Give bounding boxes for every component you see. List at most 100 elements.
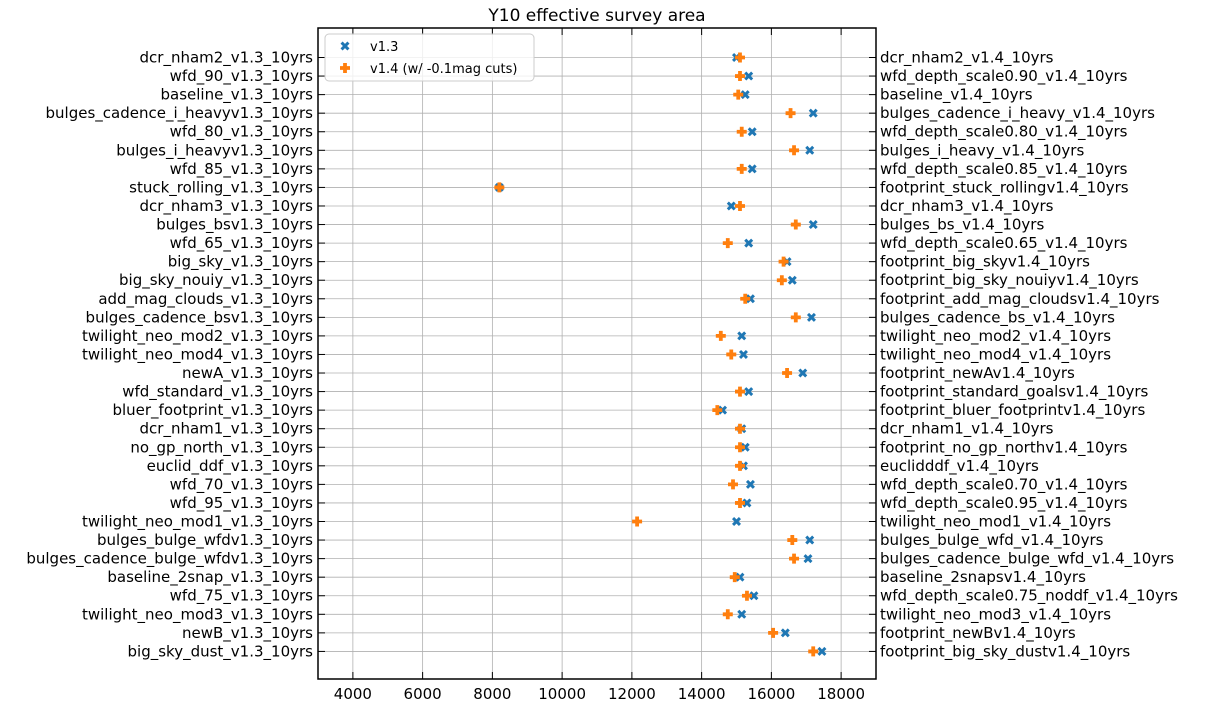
y-label-left: dcr_nham1_v1.3_10yrs [140, 420, 314, 439]
y-label-right: baseline_2snapsv1.4_10yrs [880, 568, 1086, 587]
y-label-left: bulges_cadence_bsv1.3_10yrs [86, 308, 314, 327]
y-label-left: big_sky_nouiy_v1.3_10yrs [119, 271, 313, 290]
y-label-left: wfd_80_v1.3_10yrs [170, 123, 314, 142]
v14-marker [733, 89, 744, 100]
y-label-left: euclid_ddf_v1.3_10yrs [147, 457, 314, 476]
grid-lines [318, 28, 876, 679]
y-label-right: wfd_depth_scale0.80_v1.4_10yrs [880, 123, 1128, 142]
y-label-right: footprint_stuck_rollingv1.4_10yrs [880, 178, 1129, 197]
x-tick-labels: 4000 6000 8000 10000 12000 14000 16000 18000 [334, 685, 865, 703]
y-label-left: bulges_cadence_bulge_wfdv1.3_10yrs [26, 550, 313, 569]
y-label-left: wfd_standard_v1.3_10yrs [122, 383, 313, 402]
y-label-left: baseline_v1.3_10yrs [160, 86, 313, 105]
v14-marker [728, 479, 739, 490]
y-label-left: add_mag_clouds_v1.3_10yrs [98, 290, 313, 309]
y-label-right: footprint_standard_goalsv1.4_10yrs [880, 383, 1149, 402]
legend-label-v14: v1.4 (w/ -0.1mag cuts) [370, 62, 517, 77]
y-label-left: wfd_70_v1.3_10yrs [170, 475, 314, 494]
y-label-left: big_sky_v1.3_10yrs [168, 253, 313, 272]
v14-marker [734, 71, 745, 82]
v14-marker [722, 238, 733, 249]
y-label-right: footprint_no_gp_northv1.4_10yrs [880, 438, 1128, 457]
y-label-right: bulges_cadence_bulge_wfd_v1.4_10yrs [880, 550, 1174, 569]
v14-marker [785, 108, 796, 119]
y-label-left: newB_v1.3_10yrs [182, 624, 313, 643]
v14-marker [494, 182, 505, 193]
v14-marker [736, 163, 747, 174]
y-label-left: twilight_neo_mod3_v1.3_10yrs [82, 605, 313, 624]
v14-marker [776, 275, 787, 286]
x-tick-label: 16000 [748, 685, 796, 703]
y-label-right: bulges_cadence_i_heavy_v1.4_10yrs [880, 104, 1155, 123]
y-label-left: dcr_nham2_v1.3_10yrs [140, 49, 314, 68]
v14-marker [790, 312, 801, 323]
y-label-right: twilight_neo_mod4_v1.4_10yrs [880, 345, 1111, 364]
y-label-left: wfd_85_v1.3_10yrs [170, 160, 314, 179]
y-label-right: footprint_newAv1.4_10yrs [880, 364, 1075, 383]
v14-marker [789, 145, 800, 156]
y-label-left: bulges_i_heavyv1.3_10yrs [116, 141, 313, 160]
v14-marker [734, 200, 745, 211]
y-label-right: wfd_depth_scale0.65_v1.4_10yrs [880, 234, 1128, 253]
v14-marker [726, 349, 737, 360]
y-label-right: twilight_neo_mod3_v1.4_10yrs [880, 605, 1111, 624]
x-tick-label: 8000 [473, 685, 511, 703]
y-label-left: wfd_95_v1.3_10yrs [170, 494, 314, 513]
plot-frame [317, 27, 877, 680]
x-tick-label: 10000 [538, 685, 586, 703]
v14-marker [741, 590, 752, 601]
v14-marker [787, 535, 798, 546]
y-label-right: bulges_bs_v1.4_10yrs [880, 216, 1044, 235]
y-label-left: wfd_90_v1.3_10yrs [170, 67, 314, 86]
y-tick-labels-left: dcr_nham2_v1.3_10yrswfd_90_v1.3_10yrsbas… [26, 49, 313, 662]
y-label-left: twilight_neo_mod4_v1.3_10yrs [82, 345, 313, 364]
y-label-right: twilight_neo_mod2_v1.4_10yrs [880, 327, 1111, 346]
chart-title: Y10 effective survey area [487, 6, 705, 26]
y-label-left: stuck_rolling_v1.3_10yrs [129, 178, 313, 197]
v14-marker [768, 627, 779, 638]
v14-marker [782, 368, 793, 379]
x-tick-label: 18000 [817, 685, 865, 703]
v14-marker [789, 553, 800, 564]
y-label-right: wfd_depth_scale0.90_v1.4_10yrs [880, 67, 1128, 86]
y-label-right: wfd_depth_scale0.95_v1.4_10yrs [880, 494, 1128, 513]
y-label-right: footprint_big_sky_nouiyv1.4_10yrs [880, 271, 1139, 290]
legend: v1.3 v1.4 (w/ -0.1mag cuts) [324, 33, 535, 82]
y-label-right: footprint_big_sky_dustv1.4_10yrs [880, 642, 1130, 661]
v14-marker [734, 386, 745, 397]
y-label-right: bulges_bulge_wfd_v1.4_10yrs [880, 531, 1104, 550]
y-label-left: bulges_bsv1.3_10yrs [156, 216, 313, 235]
y-label-right: baseline_v1.4_10yrs [880, 86, 1033, 105]
v14-marker [734, 497, 745, 508]
y-label-left: wfd_75_v1.3_10yrs [170, 587, 314, 606]
v14-marker [734, 52, 745, 63]
y-tick-labels-right: dcr_nham2_v1.4_10yrswfd_depth_scale0.90_… [880, 49, 1178, 662]
y-label-left: dcr_nham3_v1.3_10yrs [140, 197, 314, 216]
y-label-left: bluer_footprint_v1.3_10yrs [112, 401, 313, 420]
legend-box [324, 33, 535, 82]
v14-marker [722, 609, 733, 620]
y-label-left: bulges_bulge_wfdv1.3_10yrs [97, 531, 313, 550]
x-tick-label: 12000 [608, 685, 656, 703]
y-label-right: dcr_nham2_v1.4_10yrs [880, 49, 1054, 68]
v14-marker [778, 256, 789, 267]
v14-marker [808, 646, 819, 657]
y-label-left: bulges_cadence_i_heavyv1.3_10yrs [46, 104, 314, 123]
y-label-left: no_gp_north_v1.3_10yrs [130, 438, 313, 457]
y-label-left: twilight_neo_mod1_v1.3_10yrs [82, 513, 313, 532]
v14-marker [734, 460, 745, 471]
y-label-left: wfd_65_v1.3_10yrs [170, 234, 314, 253]
y-label-right: footprint_add_mag_cloudsv1.4_10yrs [880, 290, 1160, 309]
y-label-left: twilight_neo_mod2_v1.3_10yrs [82, 327, 313, 346]
y-label-right: bulges_i_heavy_v1.4_10yrs [880, 141, 1084, 160]
axis-ticks [318, 28, 876, 679]
y-label-left: newA_v1.3_10yrs [182, 364, 313, 383]
y-label-right: wfd_depth_scale0.70_v1.4_10yrs [880, 475, 1128, 494]
y-label-right: footprint_bluer_footprintv1.4_10yrs [880, 401, 1145, 420]
y-label-right: dcr_nham3_v1.4_10yrs [880, 197, 1054, 216]
y-label-right: wfd_depth_scale0.85_v1.4_10yrs [880, 160, 1128, 179]
v14-marker [736, 126, 747, 137]
v14-marker [632, 516, 643, 527]
y-label-right: footprint_big_skyv1.4_10yrs [880, 253, 1090, 272]
